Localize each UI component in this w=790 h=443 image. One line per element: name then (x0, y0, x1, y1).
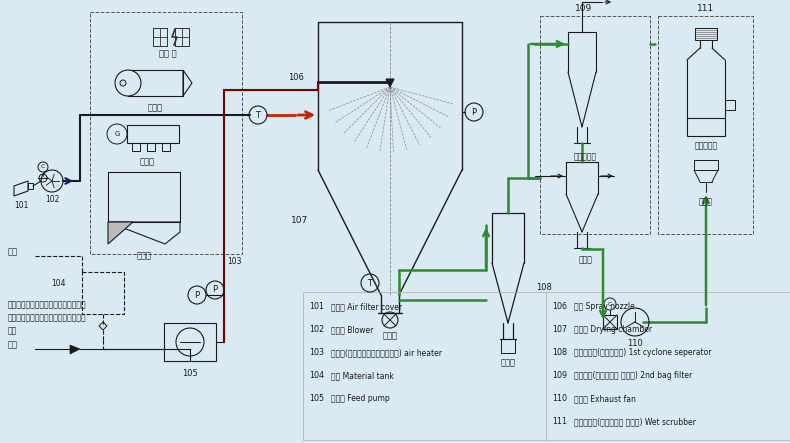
Text: 106: 106 (552, 302, 567, 311)
Bar (164, 323, 216, 361)
Text: 干燥塔 Drying chamber: 干燥塔 Drying chamber (574, 325, 652, 334)
Text: 103: 103 (227, 257, 241, 267)
Text: 燃油炉: 燃油炉 (148, 104, 163, 113)
Bar (658, 16, 753, 234)
Text: 袋滤器: 袋滤器 (579, 256, 593, 264)
Text: 105: 105 (309, 394, 324, 403)
Text: 出料口: 出料口 (501, 358, 516, 368)
Text: 引风机 Exhaust fan: 引风机 Exhaust fan (574, 394, 636, 403)
Bar (175, 28, 189, 46)
Text: 109: 109 (575, 4, 592, 12)
Bar (147, 143, 155, 151)
Text: 蒸汽 电: 蒸汽 电 (160, 50, 177, 58)
Text: 110: 110 (552, 394, 567, 403)
Text: 106: 106 (288, 73, 304, 82)
Text: 104: 104 (309, 371, 324, 380)
Bar (127, 125, 179, 143)
Text: 二级收尘(旋风分离器 袋滤器) 2nd bag filter: 二级收尘(旋风分离器 袋滤器) 2nd bag filter (574, 371, 692, 380)
Text: 110: 110 (627, 339, 643, 349)
Text: 107: 107 (552, 325, 567, 334)
Text: 燃气炉: 燃气炉 (140, 158, 155, 167)
Text: P: P (213, 285, 217, 295)
Text: 102: 102 (45, 194, 59, 203)
Text: 104: 104 (51, 280, 66, 288)
Bar (303, 292, 790, 440)
Bar (132, 143, 140, 151)
Bar (162, 143, 170, 151)
Text: 送风机 Blower: 送风机 Blower (331, 325, 374, 334)
Text: T: T (255, 110, 261, 120)
Text: 出料口: 出料口 (382, 331, 397, 341)
Text: 109: 109 (552, 371, 567, 380)
Text: 101: 101 (309, 302, 324, 311)
Text: 料槽 Material tank: 料槽 Material tank (331, 371, 394, 380)
Bar (120, 79, 128, 87)
Bar (153, 28, 167, 46)
Text: P: P (472, 108, 476, 117)
Text: C: C (608, 302, 612, 307)
Bar (694, 160, 718, 170)
Text: 料液: 料液 (8, 248, 18, 256)
Text: T: T (367, 279, 373, 288)
Text: 清水: 清水 (8, 341, 18, 350)
Text: 文丘里: 文丘里 (699, 198, 713, 206)
Text: 111: 111 (552, 417, 567, 426)
Circle shape (115, 70, 141, 96)
Bar (695, 28, 717, 40)
Text: 喷枪 Spray nozzle: 喷枪 Spray nozzle (574, 302, 634, 311)
Text: 103: 103 (309, 348, 324, 357)
Text: 102: 102 (309, 325, 324, 334)
Text: 滤风罩 Air filter cover: 滤风罩 Air filter cover (331, 302, 402, 311)
Text: 旋风分离器: 旋风分离器 (574, 152, 596, 162)
Bar (128, 70, 183, 96)
Bar (501, 339, 515, 353)
Text: P: P (194, 291, 200, 299)
Polygon shape (70, 345, 80, 354)
Text: 注：用户可根据当地能源情况选定加热
方式、根据物料情况选则收尘、除尘方
式。: 注：用户可根据当地能源情况选定加热 方式、根据物料情况选则收尘、除尘方 式。 (8, 300, 87, 335)
Text: G: G (115, 131, 120, 137)
Bar (687, 118, 725, 136)
Bar (28, 183, 33, 189)
Bar (108, 172, 180, 222)
Text: 108: 108 (536, 284, 552, 292)
Text: C: C (41, 164, 45, 170)
Text: 105: 105 (182, 369, 198, 377)
Bar (82, 272, 124, 314)
Text: 107: 107 (291, 215, 308, 225)
Text: 湿式除尘器(水沫除尘器 文丘里) Wet scrubber: 湿式除尘器(水沫除尘器 文丘里) Wet scrubber (574, 417, 696, 426)
Polygon shape (108, 222, 133, 244)
Text: 111: 111 (697, 4, 714, 12)
Text: 101: 101 (13, 201, 28, 210)
Text: 供料泵 Feed pump: 供料泵 Feed pump (331, 394, 389, 403)
Bar (603, 315, 617, 329)
Bar (725, 100, 735, 110)
Text: 燃煤炉: 燃煤炉 (137, 252, 152, 260)
Text: 一级收尘器(旋风分离器) 1st cyclone seperator: 一级收尘器(旋风分离器) 1st cyclone seperator (574, 348, 712, 357)
Bar (90, 12, 242, 254)
Polygon shape (386, 79, 394, 87)
Text: 108: 108 (552, 348, 567, 357)
Text: 水沫除尘器: 水沫除尘器 (694, 141, 717, 151)
Text: 加热器(电、蒸汽、燃油、气、煤) air heater: 加热器(电、蒸汽、燃油、气、煤) air heater (331, 348, 442, 357)
Bar (540, 16, 650, 234)
